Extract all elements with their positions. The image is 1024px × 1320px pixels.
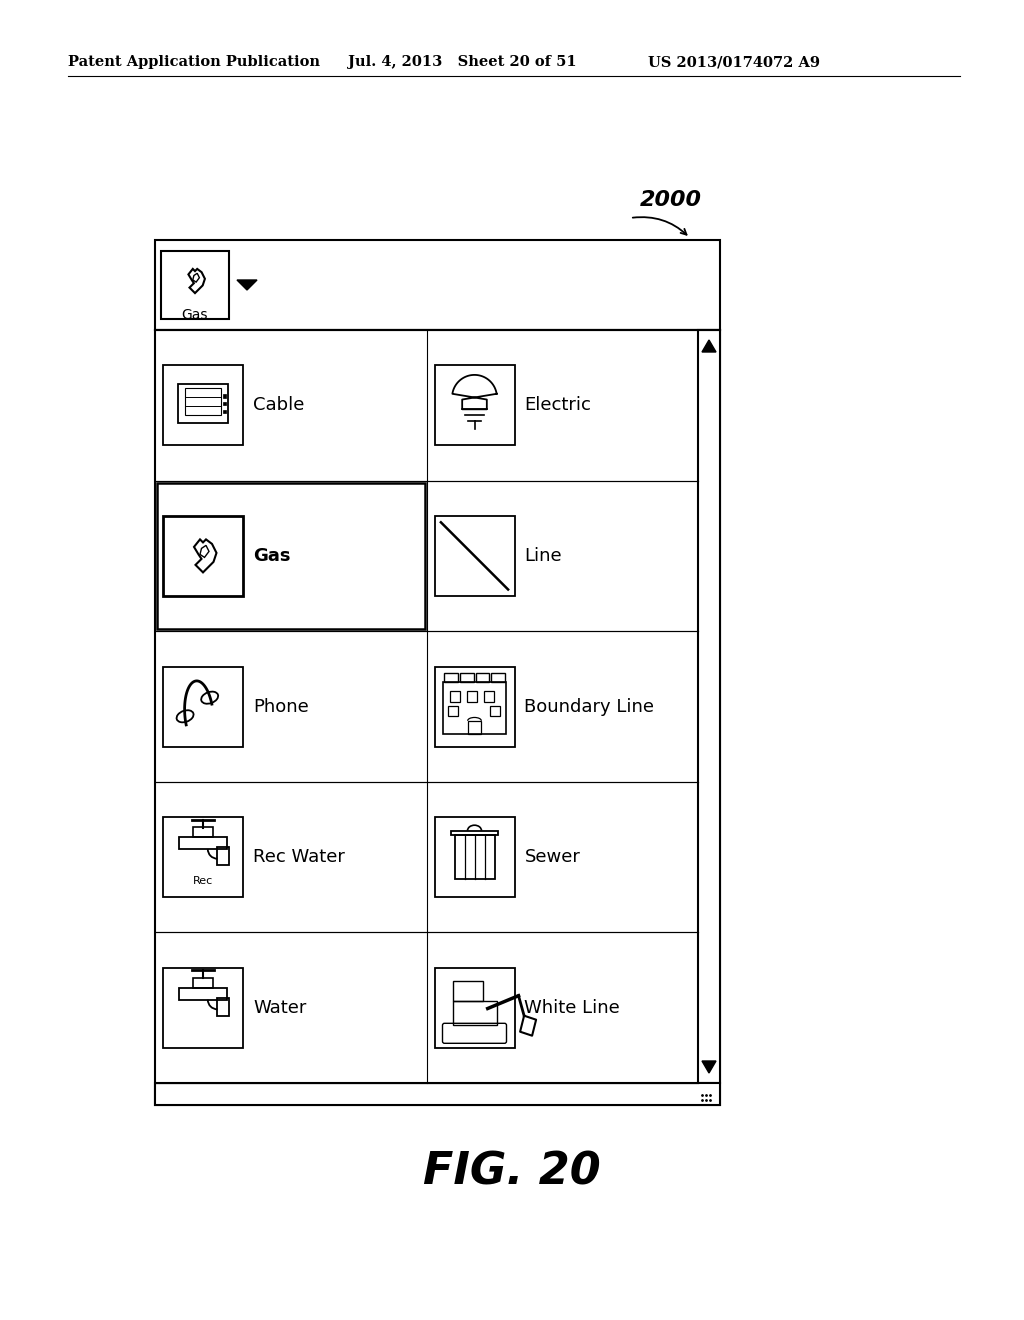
Bar [467,692,477,702]
Bar [223,409,226,413]
Text: Patent Application Publication: Patent Application Publication [68,55,319,69]
Bar [155,1082,720,1105]
Bar [468,721,481,734]
Bar [450,692,460,702]
Text: White Line: White Line [524,999,621,1016]
Bar [163,366,243,445]
Text: FIG. 20: FIG. 20 [423,1151,601,1193]
Bar [223,395,226,397]
Bar [443,682,506,734]
Bar [449,705,459,715]
Text: Rec Water: Rec Water [253,847,345,866]
Text: 2000: 2000 [640,190,702,210]
Text: US 2013/0174072 A9: US 2013/0174072 A9 [648,55,820,69]
Bar [155,330,720,1105]
Bar [434,667,514,747]
Bar [178,384,227,422]
Text: Gas: Gas [253,546,291,565]
Bar [217,998,229,1015]
Bar [490,705,500,715]
Bar [179,837,227,849]
Bar [163,667,243,747]
Bar [434,366,514,445]
Bar [460,673,473,682]
Text: Water: Water [253,999,306,1016]
Bar [434,817,514,898]
Text: Cable: Cable [253,396,304,414]
Bar [444,673,458,682]
Text: Rec: Rec [193,876,213,886]
Text: Sewer: Sewer [524,847,581,866]
Bar [453,981,483,1002]
Bar [475,673,489,682]
Bar [161,251,229,319]
Bar [194,978,213,987]
Text: Line: Line [524,546,562,565]
Bar [194,828,213,837]
Text: Jul. 4, 2013   Sheet 20 of 51: Jul. 4, 2013 Sheet 20 of 51 [348,55,577,69]
Bar [453,1002,497,1026]
Bar [185,388,221,414]
Bar [484,692,495,702]
Bar [455,836,495,879]
Bar [434,516,514,595]
Bar [217,847,229,865]
Text: Electric: Electric [524,396,592,414]
Bar [155,240,720,330]
Polygon shape [702,1061,716,1073]
Bar [492,673,505,682]
Polygon shape [702,341,716,352]
Polygon shape [237,280,257,290]
Text: Boundary Line: Boundary Line [524,697,654,715]
Bar [163,968,243,1048]
Text: Gas: Gas [181,308,208,322]
Bar [163,817,243,898]
Bar [452,830,498,836]
Bar [163,516,243,595]
Bar [223,403,226,405]
Text: Phone: Phone [253,697,309,715]
Bar [698,330,720,1082]
Bar [179,987,227,999]
Bar [434,968,514,1048]
Bar [157,483,425,630]
